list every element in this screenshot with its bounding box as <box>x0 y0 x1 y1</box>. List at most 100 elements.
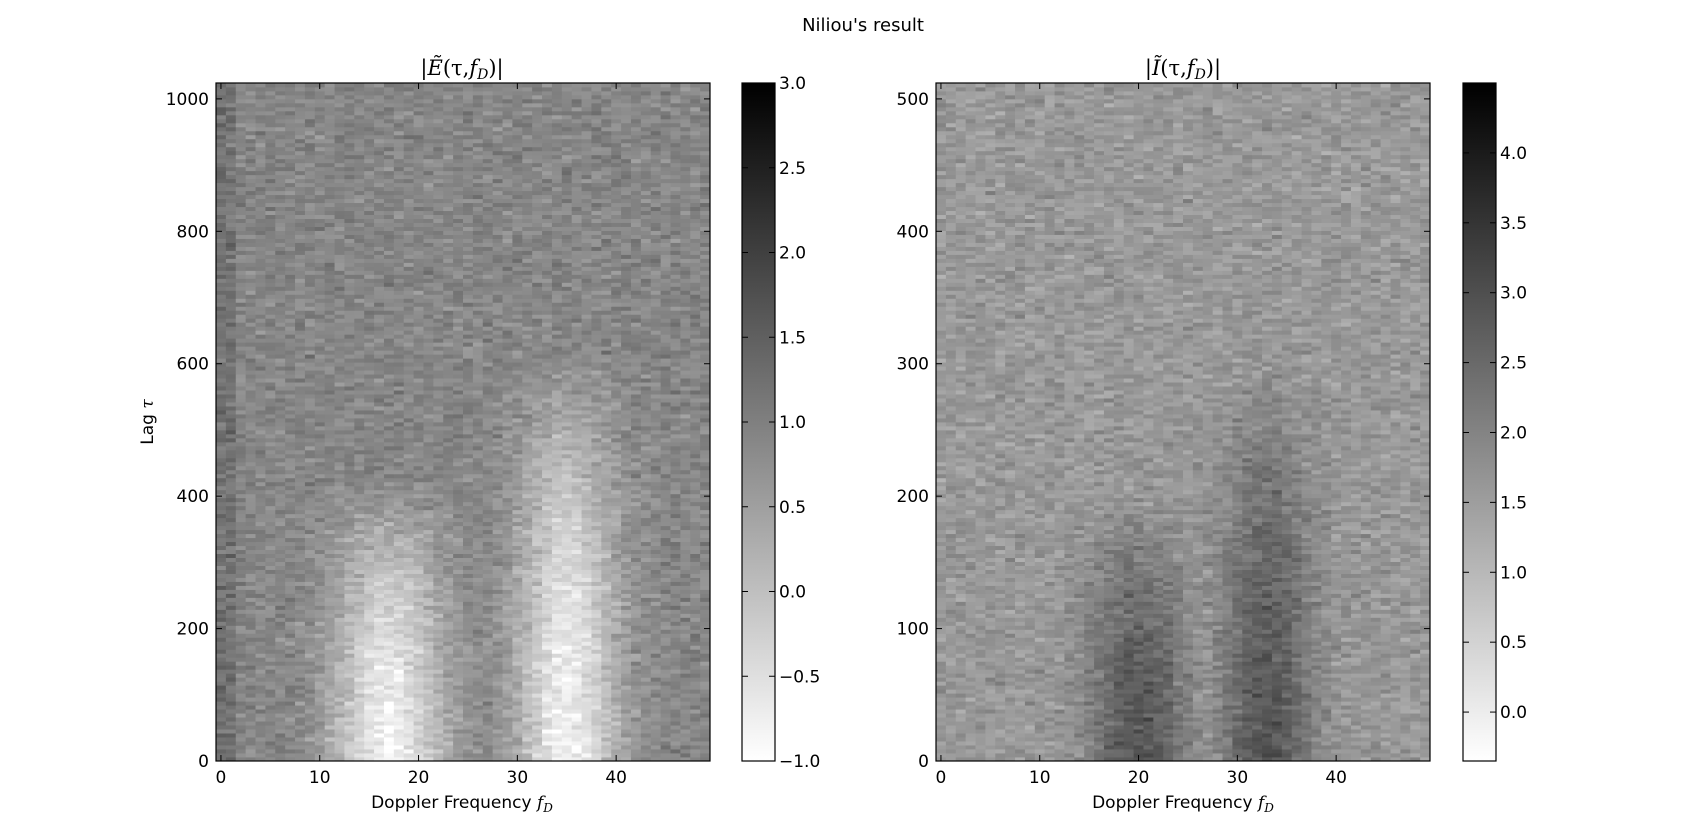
heatmap-cell <box>512 557 523 562</box>
heatmap-cell <box>433 601 444 606</box>
heatmap-cell <box>403 509 414 515</box>
heatmap-cell <box>700 581 711 586</box>
heatmap-cell <box>551 509 563 515</box>
heatmap-cell <box>314 617 326 622</box>
heatmap-cell <box>650 677 661 682</box>
heatmap-cell <box>492 585 503 590</box>
heatmap-cell <box>275 725 286 730</box>
heatmap-cell <box>393 649 405 654</box>
heatmap-cell <box>413 745 424 750</box>
heatmap-cell <box>255 657 266 662</box>
heatmap-cell <box>551 429 563 435</box>
heatmap-cell <box>482 521 494 527</box>
heatmap-cell <box>551 713 563 718</box>
heatmap-cell <box>235 593 247 598</box>
heatmap-cell <box>650 729 661 734</box>
heatmap-cell <box>334 521 345 527</box>
heatmap-cell <box>591 509 602 515</box>
heatmap-cell <box>512 362 523 367</box>
heatmap-cell <box>443 565 454 570</box>
heatmap-cell <box>413 457 424 463</box>
heatmap-cell <box>235 641 247 646</box>
heatmap-cell <box>650 469 661 475</box>
heatmap-cell <box>443 553 454 558</box>
heatmap-cell <box>571 453 582 459</box>
heatmap-cell <box>700 729 711 734</box>
heatmap-cell <box>295 593 306 598</box>
heatmap-cell <box>492 553 503 558</box>
heatmap-cell <box>670 733 681 738</box>
heatmap-cell <box>660 485 671 491</box>
heatmap-cell <box>443 469 454 475</box>
heatmap-cell <box>522 453 533 459</box>
heatmap-cell <box>551 653 563 658</box>
heatmap-cell <box>561 382 573 387</box>
heatmap-cell <box>364 625 375 630</box>
heatmap-cell <box>225 537 237 543</box>
heatmap-cell <box>225 581 237 586</box>
heatmap-cell <box>571 374 582 379</box>
heatmap-cell <box>225 741 237 746</box>
heatmap-cell <box>522 521 533 527</box>
heatmap-cell <box>670 665 681 670</box>
heatmap-cell <box>453 749 464 754</box>
heatmap-cell <box>423 665 434 670</box>
heatmap-cell <box>571 390 582 395</box>
heatmap-cell <box>433 645 444 650</box>
heatmap-cell <box>225 681 237 686</box>
heatmap-cell <box>690 366 701 371</box>
heatmap-cell <box>225 402 237 407</box>
heatmap-cell <box>344 617 355 622</box>
heatmap-cell <box>304 685 316 690</box>
heatmap-cell <box>393 457 405 463</box>
heatmap-cell <box>304 633 316 638</box>
heatmap-cell <box>225 617 237 622</box>
heatmap-cell <box>453 601 464 606</box>
heatmap-cell <box>522 725 533 730</box>
heatmap-cell <box>512 705 523 710</box>
heatmap-cell <box>591 621 602 626</box>
heatmap-cell <box>344 465 355 471</box>
heatmap-cell <box>601 753 612 758</box>
heatmap-cell <box>334 713 345 718</box>
heatmap-cell <box>542 677 553 682</box>
heatmap-cell <box>443 533 454 539</box>
heatmap-cell <box>354 661 365 666</box>
heatmap-cell <box>403 601 414 606</box>
heatmap-cell <box>334 398 345 403</box>
heatmap-cell <box>364 641 375 646</box>
heatmap-cell <box>601 378 612 383</box>
heatmap-cell <box>522 481 533 487</box>
heatmap-cell <box>680 689 691 694</box>
heatmap-cell <box>512 677 523 682</box>
heatmap-cell <box>334 461 345 467</box>
heatmap-cell <box>285 370 296 375</box>
heatmap-cell <box>364 661 375 666</box>
heatmap-cell <box>640 497 652 503</box>
heatmap-cell <box>383 541 395 547</box>
heatmap-cell <box>542 561 553 566</box>
heatmap-cell <box>591 445 602 451</box>
heatmap-cell <box>690 422 701 427</box>
heatmap-cell <box>591 525 602 531</box>
heatmap-cell <box>324 605 335 610</box>
heatmap-cell <box>443 733 454 738</box>
heatmap-cell <box>324 477 335 483</box>
heatmap-cell <box>601 465 612 471</box>
heatmap-cell <box>285 398 296 403</box>
heatmap-cell <box>255 653 266 658</box>
heatmap-cell <box>393 402 405 407</box>
heatmap-cell <box>571 529 582 535</box>
heatmap-cell <box>393 621 405 626</box>
heatmap-cell <box>403 737 414 742</box>
heatmap-cell <box>265 465 276 471</box>
heatmap-cell <box>393 641 405 646</box>
heatmap-cell <box>660 721 671 726</box>
heatmap-cell <box>423 449 434 455</box>
heatmap-cell <box>640 633 652 638</box>
heatmap-cell <box>275 577 286 582</box>
heatmap-cell <box>591 637 602 642</box>
heatmap-cell <box>334 597 345 602</box>
heatmap-cell <box>551 601 563 606</box>
heatmap-cell <box>364 517 375 523</box>
